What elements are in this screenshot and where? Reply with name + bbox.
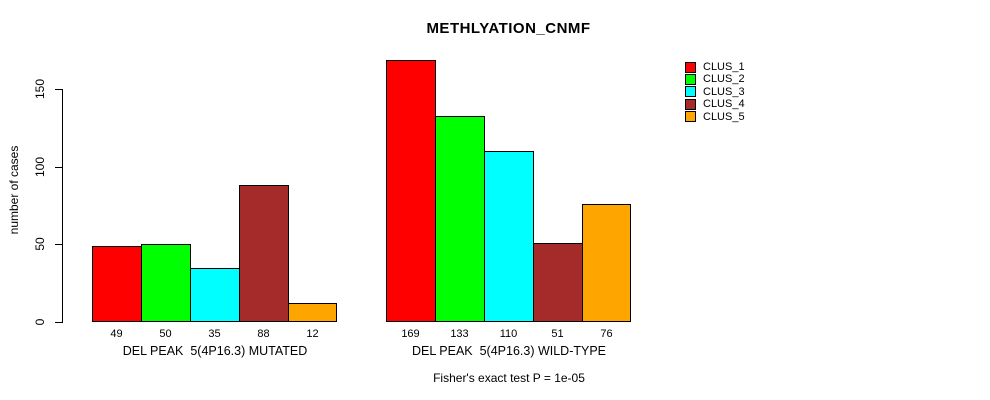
- legend-item-clus_5: CLUS_5: [685, 111, 745, 123]
- fisher-test-annotation: Fisher's exact test P = 1e-05: [433, 371, 585, 385]
- bar-value-label-clus_5-group2: 76: [600, 328, 613, 340]
- y-axis-tick-100: [55, 167, 62, 168]
- legend-label-clus_2: CLUS_2: [703, 73, 745, 86]
- bar-clus_4-group2: [533, 243, 583, 322]
- y-axis-tick-label-0: 0: [33, 318, 47, 326]
- bar-value-label-clus_4-group1: 88: [257, 328, 270, 340]
- bar-clus_2-group1: [141, 244, 191, 322]
- legend-swatch-clus_4: [685, 98, 696, 110]
- legend-label-clus_3: CLUS_3: [703, 85, 745, 98]
- legend-swatch-clus_5: [685, 111, 696, 123]
- bar-value-label-clus_5-group1: 12: [306, 328, 319, 340]
- chart-title: METHLYATION_CNMF: [426, 20, 591, 37]
- bar-clus_5-group2: [582, 204, 631, 322]
- x-axis-group-label-1: DEL PEAK 5(4P16.3) MUTATED: [122, 344, 308, 358]
- bar-value-label-clus_2-group1: 50: [159, 328, 172, 340]
- y-axis-line: [62, 89, 63, 323]
- legend-item-clus_4: CLUS_4: [685, 98, 745, 110]
- y-axis-tick-150: [55, 89, 62, 90]
- legend-label-clus_1: CLUS_1: [703, 61, 745, 73]
- legend-item-clus_1: CLUS_1: [685, 61, 745, 73]
- y-axis-tick-0: [55, 322, 62, 323]
- x-axis-group-label-2: DEL PEAK 5(4P16.3) WILD-TYPE: [411, 344, 607, 358]
- bar-clus_1-group1: [92, 246, 142, 322]
- legend-item-clus_3: CLUS_3: [685, 86, 745, 98]
- y-axis-tick-label-50: 50: [33, 237, 47, 251]
- bar-value-label-clus_4-group2: 51: [551, 328, 564, 340]
- legend-swatch-clus_2: [685, 74, 696, 86]
- bar-clus_5-group1: [288, 303, 337, 322]
- bar-value-label-clus_1-group2: 169: [401, 328, 420, 340]
- legend-item-clus_2: CLUS_2: [685, 73, 745, 85]
- bar-clus_3-group2: [484, 151, 534, 322]
- bar-value-label-clus_3-group2: 110: [499, 328, 518, 340]
- bar-value-label-clus_1-group1: 49: [110, 328, 123, 340]
- legend-swatch-clus_1: [685, 61, 696, 73]
- y-axis-tick-label-150: 150: [33, 78, 47, 100]
- legend-label-clus_4: CLUS_4: [703, 98, 745, 111]
- bar-value-label-clus_3-group1: 35: [208, 328, 221, 340]
- bar-clus_1-group2: [386, 60, 436, 322]
- bar-clus_4-group1: [239, 185, 289, 322]
- bar-clus_3-group1: [190, 268, 240, 322]
- legend-swatch-clus_3: [685, 86, 696, 98]
- bar-clus_2-group2: [435, 116, 485, 322]
- y-axis-tick-50: [55, 244, 62, 245]
- legend: CLUS_1 CLUS_2 CLUS_3 CLUS_4 CLUS_5: [685, 61, 745, 123]
- y-axis-tick-label-100: 100: [33, 156, 47, 178]
- legend-label-clus_5: CLUS_5: [703, 110, 745, 123]
- bar-value-label-clus_2-group2: 133: [450, 328, 469, 340]
